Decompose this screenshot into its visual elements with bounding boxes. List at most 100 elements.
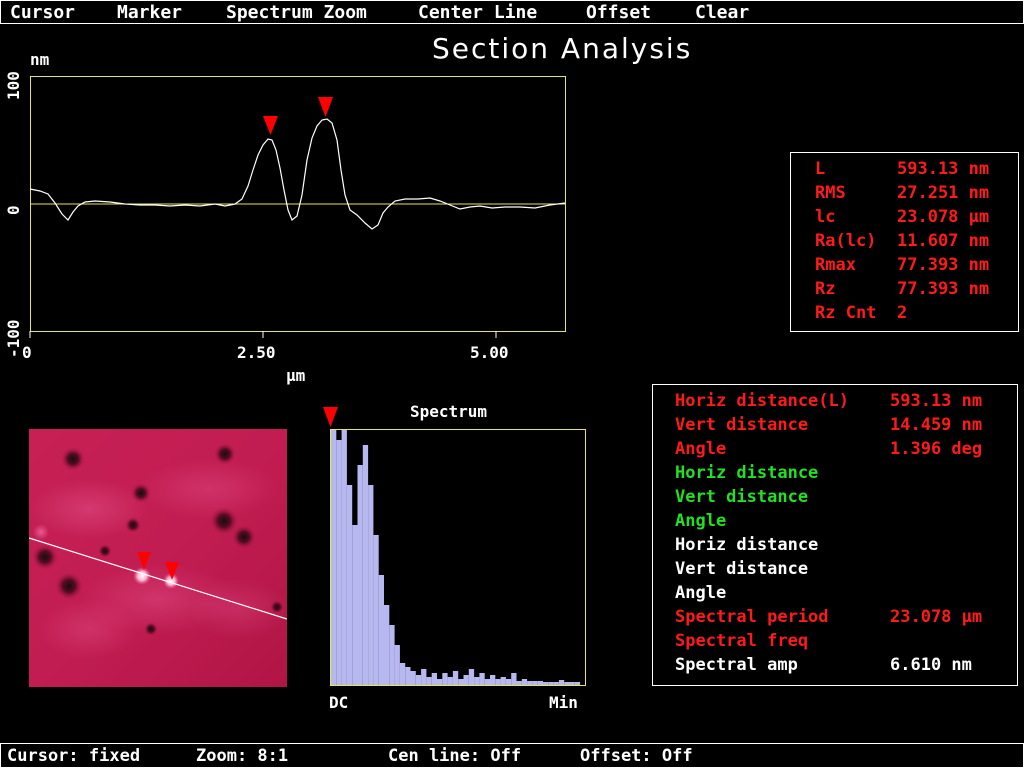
stat-rmax-label: Rmax [815,255,856,275]
spectrum-bar [394,645,400,685]
menu-spectrum-zoom[interactable]: Spectrum Zoom [226,2,367,23]
spectrum-bar [511,673,517,685]
measurement-value: 14.459 nm [890,415,983,435]
spectrum-bar [564,682,570,685]
profile-marker-right-icon [318,97,333,117]
measurement-label: Horiz distance(L) [675,391,849,411]
spectrum-bar [346,485,353,685]
spectrum-bar [399,663,406,685]
stat-lc-label: lc [815,207,836,227]
spectrum-bar [389,625,395,685]
menu-clear[interactable]: Clear [695,2,750,23]
spectrum-bar [537,681,543,685]
measurement-label: Spectral freq [675,631,809,651]
image-marker-left-icon [137,552,151,570]
spectrum-bar [405,667,411,685]
menu-center-line[interactable]: Center Line [418,2,538,23]
profile-plot[interactable] [0,0,600,345]
measurements-panel: Horiz distance(L) 593.13 nm Vert distance 1… [652,384,1018,686]
spectrum-bar [362,445,369,685]
spectrum-bar [410,671,416,685]
spectrum-bar [516,681,522,685]
stat-rzcnt-value: 2 [897,303,908,323]
spectrum-marker-icon [323,407,338,427]
spectrum-bar [574,682,581,685]
spectrum-bar [384,605,390,685]
spectrum-bar [357,465,363,685]
stat-rms-label: RMS [815,183,846,203]
measurement-label: Vert distance [675,487,809,507]
afm-image[interactable] [29,429,287,687]
spectrum-bar [527,681,533,685]
stat-lc-value: 23.078 µm [897,207,990,227]
spectrum-bar [352,525,358,685]
profile-x-tick-500: 5.00 [470,343,509,362]
status-bar: Cursor: fixed Zoom: 8:1 Cen line: Off Of… [0,743,1024,768]
spectrum-bar [368,485,374,685]
status-cursor: Cursor: fixed [7,746,141,766]
spectrum-bar [442,673,448,685]
spectrum-bars [331,430,581,685]
spectrum-bar [505,679,512,685]
spectrum-bar [495,679,501,685]
menu-cursor[interactable]: Cursor [10,2,76,23]
spectrum-bar [484,679,490,685]
measurement-value: 6.610 nm [890,655,972,675]
measurement-label: Angle [675,511,727,531]
profile-x-unit: µm [286,366,306,385]
spectrum-bar [548,682,554,685]
menu-offset[interactable]: Offset [586,2,652,23]
spectrum-bar [458,679,464,685]
measurement-label: Vert distance [675,415,809,435]
measurement-label: Horiz distance [675,535,819,555]
stat-rmax-value: 77.393 nm [897,255,990,275]
profile-x-tick-0: 0 [22,343,32,362]
spectrum-bar [341,430,347,685]
measurement-label: Angle [675,439,727,459]
measurement-label: Vert distance [675,559,809,579]
spectrum-bar [452,671,459,685]
spectrum-bar [558,680,565,685]
spectrum-dc-label: DC [329,693,349,712]
status-offset: Offset: Off [580,746,693,766]
measurement-label: Angle [675,583,727,603]
spectrum-bar [543,682,549,685]
stat-rz-label: Rz [815,279,836,299]
profile-x-tick-250: 2.50 [237,343,276,362]
measurement-value: 1.396 deg [890,439,983,459]
status-zoom: Zoom: 8:1 [196,746,289,766]
stat-rzcnt-label: Rz Cnt [815,303,877,323]
spectrum-bar [500,677,506,685]
image-marker-right-icon [165,562,179,580]
stat-l-value: 593.13 nm [897,159,990,179]
spectrum-bar [331,430,337,685]
spectrum-bar [437,679,443,685]
spectrum-title: Spectrum [410,402,488,421]
stat-rms-value: 27.251 nm [897,183,990,203]
roughness-stats-panel: L 593.13 nm RMS 27.251 nm lc 23.078 µm R… [790,152,1019,332]
spectrum-min-label: Min [549,693,578,712]
stat-rz-value: 77.393 nm [897,279,990,299]
menu-bar: Cursor Marker Spectrum Zoom Center Line … [0,0,1024,24]
status-cen-line: Cen line: Off [388,746,522,766]
menu-marker[interactable]: Marker [117,2,183,23]
spectrum-frame [330,429,586,686]
stat-ra-label: Ra(lc) [815,231,877,251]
spectrum-plot[interactable] [320,400,590,690]
measurement-value: 593.13 nm [890,391,983,411]
spectrum-bar [569,682,575,685]
measurement-label: Spectral period [675,607,829,627]
page-title: Section Analysis [432,32,693,65]
spectrum-bar [431,673,437,685]
spectrum-bar [426,677,432,685]
spectrum-bar [463,675,469,685]
spectrum-bar [521,679,528,685]
spectrum-bar [447,677,453,685]
spectrum-bar [336,440,342,685]
measurement-label: Spectral amp [675,655,798,675]
section-line [29,537,287,620]
spectrum-bar [532,681,538,685]
measurement-label: Horiz distance [675,463,819,483]
spectrum-bar [378,575,384,685]
spectrum-bar [553,682,559,685]
